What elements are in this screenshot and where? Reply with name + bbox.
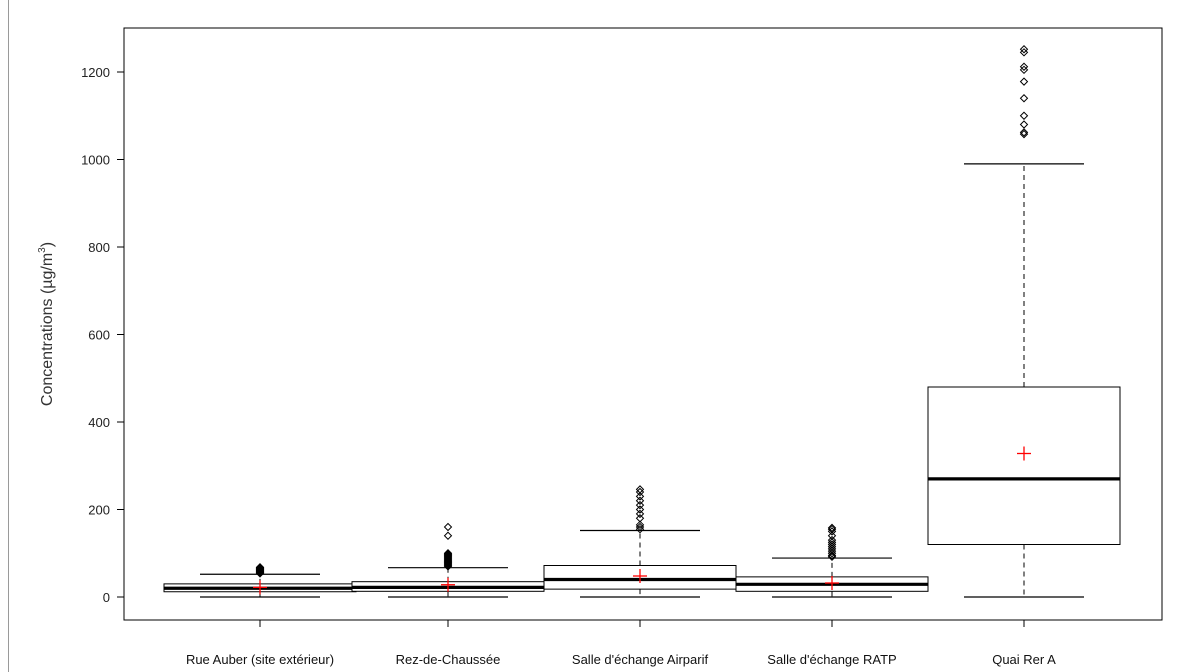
y-tick-label: 600 [88, 328, 110, 343]
y-axis-title-superscript: 3 [37, 247, 48, 253]
x-axis: Rue Auber (site extérieur) Rez-de-Chaussé… [186, 620, 1056, 667]
box-group [351, 522, 545, 598]
outlier-point [1019, 120, 1029, 129]
x-tick-label: Rez-de-Chaussée [396, 652, 501, 667]
outlier-point [1019, 48, 1029, 57]
outlier-point [635, 505, 645, 514]
y-tick-label: 0 [103, 590, 110, 605]
box-group [543, 485, 737, 598]
outlier-point [635, 520, 645, 530]
x-tick-label: Quai Rer A [992, 652, 1056, 667]
outlier-point [635, 496, 645, 505]
outlier-point [635, 509, 645, 519]
outlier-point [1019, 94, 1029, 103]
outlier-point [827, 524, 837, 534]
y-axis: 0 200 400 600 800 1000 1200 [81, 65, 124, 605]
x-tick-label: Salle d'échange RATP [767, 652, 896, 667]
outlier-point [443, 531, 453, 540]
outlier-point [635, 485, 645, 494]
outlier-point [635, 524, 645, 534]
x-tick-label: Salle d'échange Airparif [572, 652, 709, 667]
y-tick-label: 1000 [81, 153, 110, 168]
outlier-point [827, 552, 837, 561]
y-axis-title: Concentrations (µg/m3) [37, 242, 56, 406]
left-border-line [8, 0, 9, 672]
box-group [735, 523, 929, 598]
outlier-point [1019, 77, 1029, 86]
y-tick-label: 800 [88, 240, 110, 255]
outlier-point [635, 500, 645, 510]
outlier-point [443, 522, 453, 532]
y-axis-title-suffix: ) [39, 242, 56, 247]
outlier-point [827, 523, 837, 533]
outlier-point [827, 535, 837, 545]
outlier-point [635, 487, 645, 497]
outlier-point [443, 549, 453, 558]
outlier-point [635, 522, 645, 532]
y-tick-label: 1200 [81, 65, 110, 80]
outlier-point [1019, 128, 1029, 137]
outlier-point [1019, 62, 1029, 71]
y-axis-title-main: Concentrations (µg/m [39, 253, 56, 406]
box-series [163, 45, 1121, 598]
plot-frame [123, 27, 1163, 621]
y-tick-label: 400 [88, 415, 110, 430]
outlier-point [1019, 45, 1029, 54]
box [927, 386, 1121, 545]
outlier-point [255, 563, 265, 572]
outlier-point [635, 514, 645, 523]
outlier-point [1019, 65, 1029, 75]
outlier-point [443, 549, 453, 559]
box-group [163, 563, 357, 598]
y-tick-label: 200 [88, 503, 110, 518]
x-tick-label: Rue Auber (site extérieur) [186, 652, 334, 667]
box-group [927, 45, 1121, 598]
outlier-point [1019, 111, 1029, 120]
outlier-point [827, 531, 837, 540]
outlier-point [635, 492, 645, 501]
